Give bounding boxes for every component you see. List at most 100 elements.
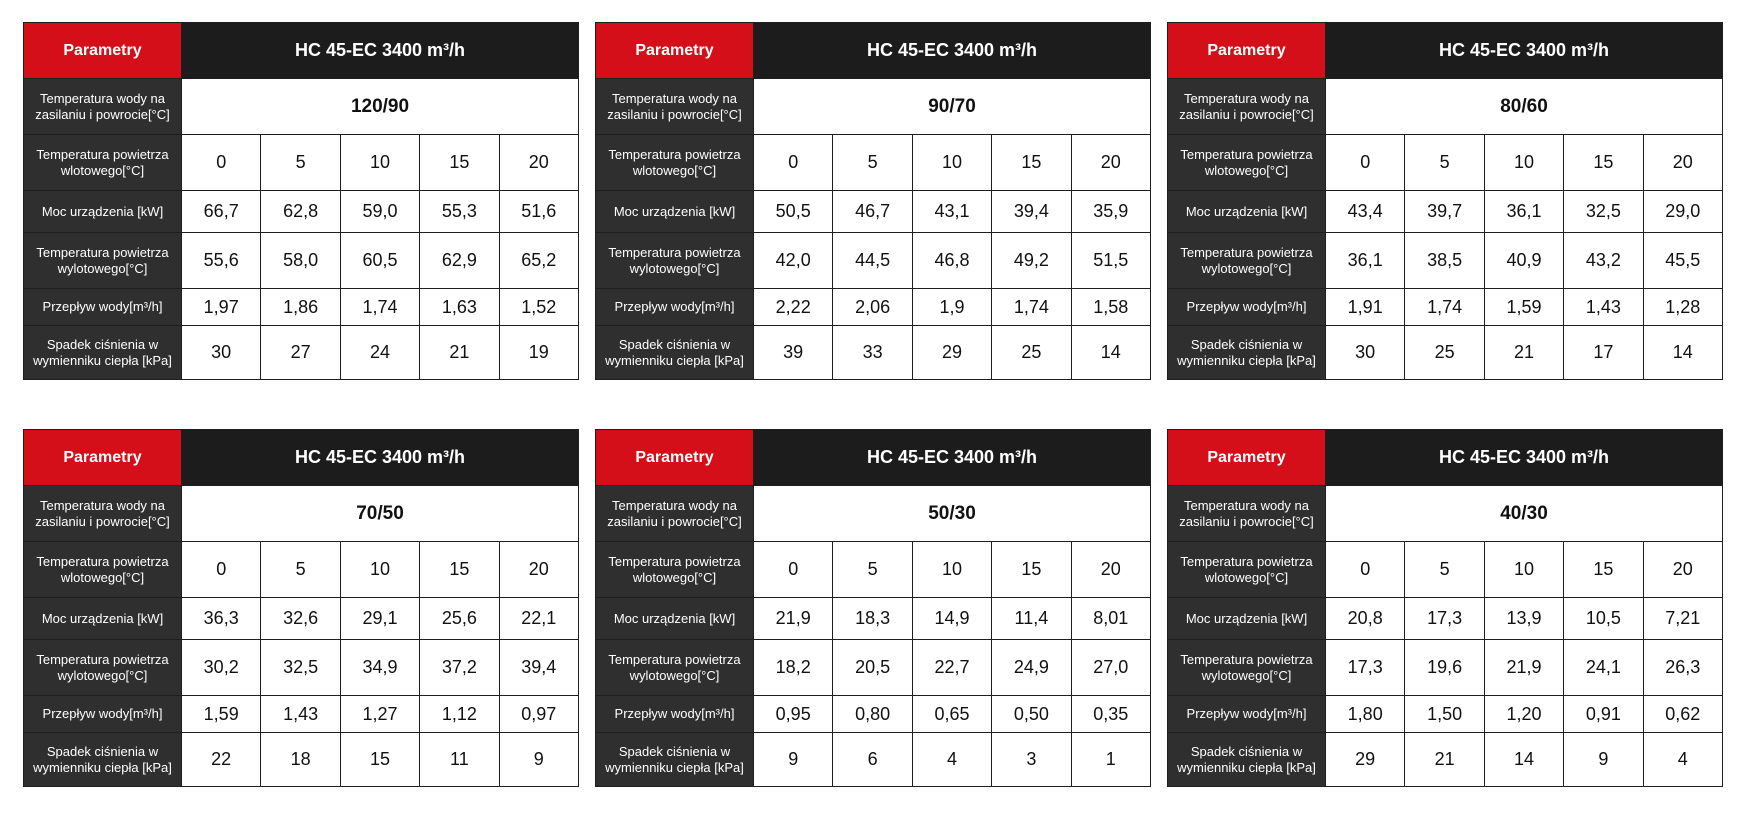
model-header: HC 45-EC 3400 m³/h — [181, 22, 579, 79]
power-value: 62,8 — [260, 190, 341, 233]
params-header: Parametry — [1167, 22, 1326, 79]
pressure-label: Spadek ciśnienia w wymienniku ciepła [kP… — [1167, 325, 1326, 380]
pressure-value: 14 — [1642, 325, 1724, 380]
pressure-label: Spadek ciśnienia w wymienniku ciepła [kP… — [23, 732, 182, 787]
inlet-value: 20 — [498, 541, 580, 598]
flow-value: 1,63 — [419, 288, 500, 326]
power-value: 21,9 — [752, 597, 834, 640]
inlet-value: 15 — [991, 541, 1072, 598]
inlet-label: Temperatura powietrza wlotowego[°C] — [23, 134, 182, 191]
outlet-value: 34,9 — [339, 639, 421, 696]
spec-table: Parametry HC 45-EC 3400 m³/h Temperatura w… — [595, 22, 1152, 380]
water-flow-row: Przepływ wody[m³/h] 2,22 2,06 1,9 1,74 1,58 — [595, 288, 1152, 326]
flow-value: 2,22 — [752, 288, 834, 326]
pressure-drop-row: Spadek ciśnienia w wymienniku ciepła [kP… — [1167, 732, 1724, 787]
flow-value: 1,91 — [1324, 288, 1406, 326]
inlet-label: Temperatura powietrza wlotowego[°C] — [1167, 541, 1326, 598]
flow-value: 1,50 — [1404, 695, 1485, 733]
water-flow-row: Przepływ wody[m³/h] 1,97 1,86 1,74 1,63 1,52 — [23, 288, 580, 326]
inlet-value: 5 — [1404, 134, 1485, 191]
pressure-value: 19 — [498, 325, 580, 380]
outlet-value: 45,5 — [1642, 232, 1724, 289]
supply-temp-value: 50/30 — [753, 485, 1151, 542]
power-value: 35,9 — [1070, 190, 1152, 233]
outlet-value: 62,9 — [419, 232, 500, 289]
pressure-label: Spadek ciśnienia w wymienniku ciepła [kP… — [595, 732, 754, 787]
inlet-value: 20 — [1642, 134, 1724, 191]
outlet-temp-row: Temperatura powietrza wylotowego[°C] 36,1… — [1167, 232, 1724, 289]
power-value: 32,6 — [260, 597, 341, 640]
flow-value: 0,35 — [1070, 695, 1152, 733]
inlet-value: 10 — [339, 541, 421, 598]
inlet-temp-row: Temperatura powietrza wlotowego[°C] 0 5 10 1… — [1167, 541, 1724, 598]
inlet-temp-row: Temperatura powietrza wlotowego[°C] 0 5 10 1… — [1167, 134, 1724, 191]
outlet-value: 46,8 — [911, 232, 993, 289]
supply-temp-value: 90/70 — [753, 78, 1151, 135]
inlet-value: 0 — [752, 134, 834, 191]
outlet-value: 30,2 — [180, 639, 262, 696]
power-label: Moc urządzenia [kW] — [23, 190, 182, 233]
inlet-value: 0 — [180, 541, 262, 598]
pressure-value: 18 — [260, 732, 341, 787]
power-value: 36,3 — [180, 597, 262, 640]
outlet-label: Temperatura powietrza wylotowego[°C] — [1167, 639, 1326, 696]
pressure-drop-row: Spadek ciśnienia w wymienniku ciepła [kP… — [23, 732, 580, 787]
power-value: 55,3 — [419, 190, 500, 233]
pressure-value: 11 — [419, 732, 500, 787]
model-header: HC 45-EC 3400 m³/h — [181, 429, 579, 486]
pressure-value: 21 — [419, 325, 500, 380]
outlet-label: Temperatura powietrza wylotowego[°C] — [23, 232, 182, 289]
supply-temp-value: 40/30 — [1325, 485, 1723, 542]
power-label: Moc urządzenia [kW] — [1167, 190, 1326, 233]
inlet-label: Temperatura powietrza wlotowego[°C] — [595, 134, 754, 191]
supply-temp-label: Temperatura wody na zasilaniu i powrocie… — [1167, 485, 1326, 542]
outlet-value: 43,2 — [1563, 232, 1644, 289]
power-value: 43,4 — [1324, 190, 1406, 233]
flow-value: 1,28 — [1642, 288, 1724, 326]
outlet-value: 38,5 — [1404, 232, 1485, 289]
flow-value: 2,06 — [832, 288, 913, 326]
power-value: 22,1 — [498, 597, 580, 640]
power-label: Moc urządzenia [kW] — [23, 597, 182, 640]
water-flow-row: Przepływ wody[m³/h] 1,59 1,43 1,27 1,12 0,97 — [23, 695, 580, 733]
power-value: 43,1 — [911, 190, 993, 233]
params-header: Parametry — [595, 429, 754, 486]
inlet-value: 15 — [419, 134, 500, 191]
flow-value: 0,80 — [832, 695, 913, 733]
flow-value: 1,43 — [1563, 288, 1644, 326]
outlet-value: 51,5 — [1070, 232, 1152, 289]
outlet-value: 39,4 — [498, 639, 580, 696]
outlet-label: Temperatura powietrza wylotowego[°C] — [595, 639, 754, 696]
power-value: 39,4 — [991, 190, 1072, 233]
spec-table: Parametry HC 45-EC 3400 m³/h Temperatura w… — [1167, 22, 1724, 380]
pressure-value: 1 — [1070, 732, 1152, 787]
outlet-value: 32,5 — [260, 639, 341, 696]
pressure-value: 9 — [1563, 732, 1644, 787]
power-value: 7,21 — [1642, 597, 1724, 640]
flow-value: 0,50 — [991, 695, 1072, 733]
outlet-value: 65,2 — [498, 232, 580, 289]
model-header: HC 45-EC 3400 m³/h — [753, 429, 1151, 486]
power-label: Moc urządzenia [kW] — [595, 597, 754, 640]
outlet-value: 27,0 — [1070, 639, 1152, 696]
outlet-value: 24,9 — [991, 639, 1072, 696]
pressure-value: 30 — [1324, 325, 1406, 380]
inlet-value: 20 — [1642, 541, 1724, 598]
supply-temp-value: 70/50 — [181, 485, 579, 542]
flow-label: Przepływ wody[m³/h] — [1167, 288, 1326, 326]
flow-value: 1,80 — [1324, 695, 1406, 733]
power-value: 50,5 — [752, 190, 834, 233]
supply-temp-label: Temperatura wody na zasilaniu i powrocie… — [23, 485, 182, 542]
flow-label: Przepływ wody[m³/h] — [1167, 695, 1326, 733]
pressure-value: 29 — [911, 325, 993, 380]
water-flow-row: Przepływ wody[m³/h] 1,91 1,74 1,59 1,43 1,28 — [1167, 288, 1724, 326]
pressure-value: 21 — [1483, 325, 1565, 380]
inlet-temp-row: Temperatura powietrza wlotowego[°C] 0 5 10 1… — [23, 541, 580, 598]
params-header: Parametry — [23, 22, 182, 79]
flow-value: 0,97 — [498, 695, 580, 733]
pressure-label: Spadek ciśnienia w wymienniku ciepła [kP… — [23, 325, 182, 380]
pressure-value: 21 — [1404, 732, 1485, 787]
outlet-value: 37,2 — [419, 639, 500, 696]
inlet-value: 10 — [1483, 134, 1565, 191]
